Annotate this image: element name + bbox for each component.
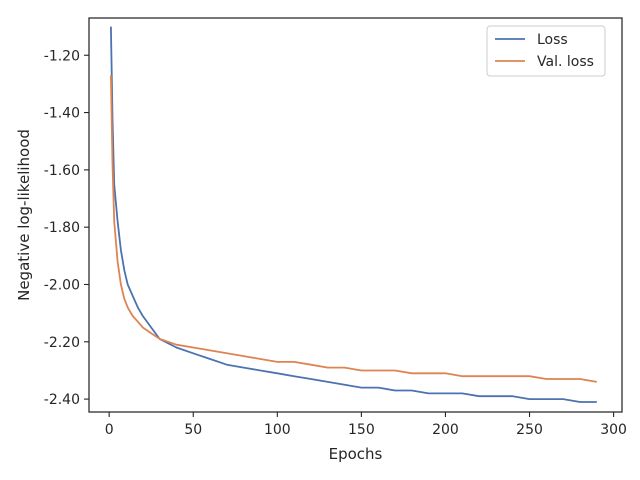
plot-lines	[110, 26, 597, 403]
y-tick-label: -1.40	[44, 106, 80, 122]
y-tick-label: -1.60	[44, 163, 80, 179]
y-tick-label: -2.00	[44, 277, 80, 293]
x-tick-label: 0	[105, 422, 114, 438]
legend: Loss Val. loss	[486, 25, 606, 77]
series-line-loss	[110, 26, 597, 403]
series-line-val-loss	[110, 75, 597, 383]
y-tick-label: -1.80	[44, 220, 80, 236]
y-axis: -1.20 -1.40 -1.60 -1.80 -2.00 -2.20 -2.40	[44, 48, 89, 408]
x-tick-label: 100	[264, 422, 291, 438]
x-tick-label: 300	[600, 422, 627, 438]
y-tick-label: -2.20	[44, 335, 80, 351]
legend-label-val-loss: Val. loss	[537, 54, 594, 70]
y-tick-label: -2.40	[44, 392, 80, 408]
x-tick-label: 200	[432, 422, 459, 438]
x-axis-label: Epochs	[329, 445, 383, 463]
x-tick-label: 50	[184, 422, 202, 438]
x-tick-label: 150	[348, 422, 375, 438]
y-tick-label: -1.20	[44, 48, 80, 64]
y-axis-label: Negative log-likelihood	[15, 129, 33, 301]
plot-frame	[88, 17, 623, 413]
legend-label-loss: Loss	[537, 32, 568, 48]
x-tick-label: 250	[516, 422, 543, 438]
x-axis: 0 50 100 150 200 250 300	[105, 412, 627, 438]
